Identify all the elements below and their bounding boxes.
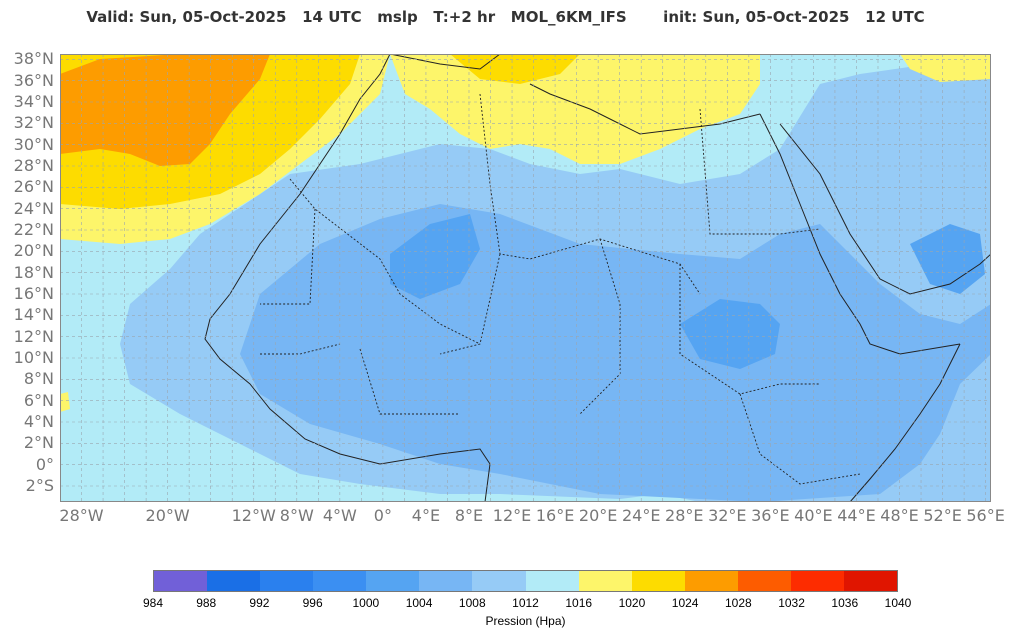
latitude-label: 24°N	[13, 198, 54, 218]
pressure-region-1000-1004-sahara	[390, 214, 480, 299]
colorbar-tick-label: 996	[302, 596, 323, 610]
colorbar-segment	[154, 571, 208, 591]
pressure-map	[60, 54, 991, 502]
colorbar-segment	[790, 571, 845, 591]
pressure-region-1028-1032	[60, 54, 270, 166]
longitude-label: 32°E	[708, 506, 747, 525]
longitude-label: 0°	[373, 506, 392, 525]
latitude-label: 22°N	[13, 220, 54, 239]
colorbar-segment	[844, 571, 898, 591]
map-title: Valid: Sun, 05-Oct-2025 14 UTC mslp T:+2…	[86, 8, 925, 26]
latitude-label: 38°N	[13, 49, 54, 69]
latitude-label: 2°S	[25, 476, 54, 495]
longitude-label: 20°E	[578, 506, 618, 525]
colorbar-tick-label: 988	[196, 596, 217, 610]
east-africa-coastline	[849, 343, 961, 502]
latitude-label: 6°N	[23, 390, 54, 410]
latitude-label: 2°N	[23, 433, 54, 453]
colorbar-segment	[260, 571, 314, 591]
colorbar-tick-label: 1012	[512, 596, 539, 610]
pressure-region-1020-1024-med	[390, 54, 760, 164]
colorbar-tick-label: 1000	[352, 596, 380, 610]
longitude-label: 20°W	[145, 506, 190, 525]
longitude-label: 24°E	[621, 506, 661, 525]
latitude-label: 14°N	[13, 305, 54, 325]
longitude-label: 16°E	[535, 506, 575, 525]
longitude-label: 4°E	[411, 506, 441, 525]
pressure-region-1000-1004-arabia	[910, 224, 985, 294]
colorbar-tick-label: 1036	[831, 596, 859, 610]
colorbar-segment	[207, 571, 261, 591]
colorbar-tick-label: 1032	[778, 596, 805, 610]
colorbar-tick-label: 1028	[724, 596, 752, 610]
longitude-label: 56°E	[966, 506, 1005, 525]
longitude-label: 48°E	[880, 506, 919, 525]
longitude-label: 28°W	[59, 506, 104, 525]
north-africa-coastline	[389, 54, 761, 135]
pressure-region-1020-1024-gulf	[60, 392, 70, 412]
longitude-label: 44°E	[837, 506, 876, 525]
colorbar-tick-label: 1024	[671, 596, 699, 610]
colorbar-tick-label: 1004	[405, 596, 433, 610]
latitude-label: 30°N	[13, 134, 54, 154]
latitude-label: 26°N	[13, 177, 54, 197]
colorbar-tick-label: 992	[249, 596, 270, 610]
longitude-label: 12°W	[231, 506, 276, 525]
colorbar-segment	[737, 571, 791, 591]
latitude-label: 36°N	[13, 70, 54, 90]
arabia-coastline	[779, 123, 991, 295]
pressure-region-1024-1028-med	[450, 54, 580, 84]
longitude-label: 8°W	[279, 506, 314, 525]
colorbar-segment	[578, 571, 632, 591]
latitude-label: 0°	[35, 454, 54, 474]
pressure-region-1020-1024-east	[900, 54, 991, 82]
colorbar-segment	[313, 571, 367, 591]
colorbar-segment	[366, 571, 420, 591]
africa-coastline	[204, 54, 491, 502]
longitude-label: 40°E	[794, 506, 833, 525]
colorbar-tick-label: 1008	[458, 596, 486, 610]
longitude-label: 8°E	[454, 506, 484, 525]
colorbar-tick-label: 1040	[884, 596, 912, 610]
map-frame	[60, 54, 991, 502]
longitude-label: 12°E	[492, 506, 532, 525]
latitude-label: 10°N	[13, 348, 54, 367]
graticule	[60, 54, 991, 502]
latitude-label: 34°N	[13, 92, 54, 111]
longitude-label: 4°W	[322, 506, 357, 525]
longitude-label: 36°E	[751, 506, 790, 525]
longitude-label: 52°E	[923, 506, 962, 525]
colorbar-segment	[631, 571, 685, 591]
latitude-label: 32°N	[13, 113, 54, 133]
latitude-label: 12°N	[13, 326, 54, 346]
colorbar-tick-label: 1016	[565, 596, 593, 610]
latitude-label: 18°N	[13, 262, 54, 282]
colorbar-title: Pression (Hpa)	[485, 614, 566, 628]
colorbar-tick-label: 984	[142, 596, 164, 610]
pressure-colorbar	[153, 570, 898, 592]
colorbar-segment	[472, 571, 526, 591]
latitude-label: 16°N	[13, 284, 54, 303]
pressure-region-1000-1004-sudan	[680, 299, 780, 369]
country-borders	[260, 93, 861, 485]
latitude-label: 4°N	[23, 412, 54, 431]
map-canvas	[60, 54, 991, 502]
latitude-label: 20°N	[13, 241, 54, 261]
colorbar-segment	[684, 571, 738, 591]
longitude-label: 28°E	[665, 506, 704, 525]
colorbar-segment	[419, 571, 473, 591]
colorbar-segment	[525, 571, 579, 591]
latitude-label: 8°N	[23, 369, 54, 389]
latitude-label: 28°N	[13, 156, 54, 175]
colorbar-tick-label: 1020	[618, 596, 646, 610]
